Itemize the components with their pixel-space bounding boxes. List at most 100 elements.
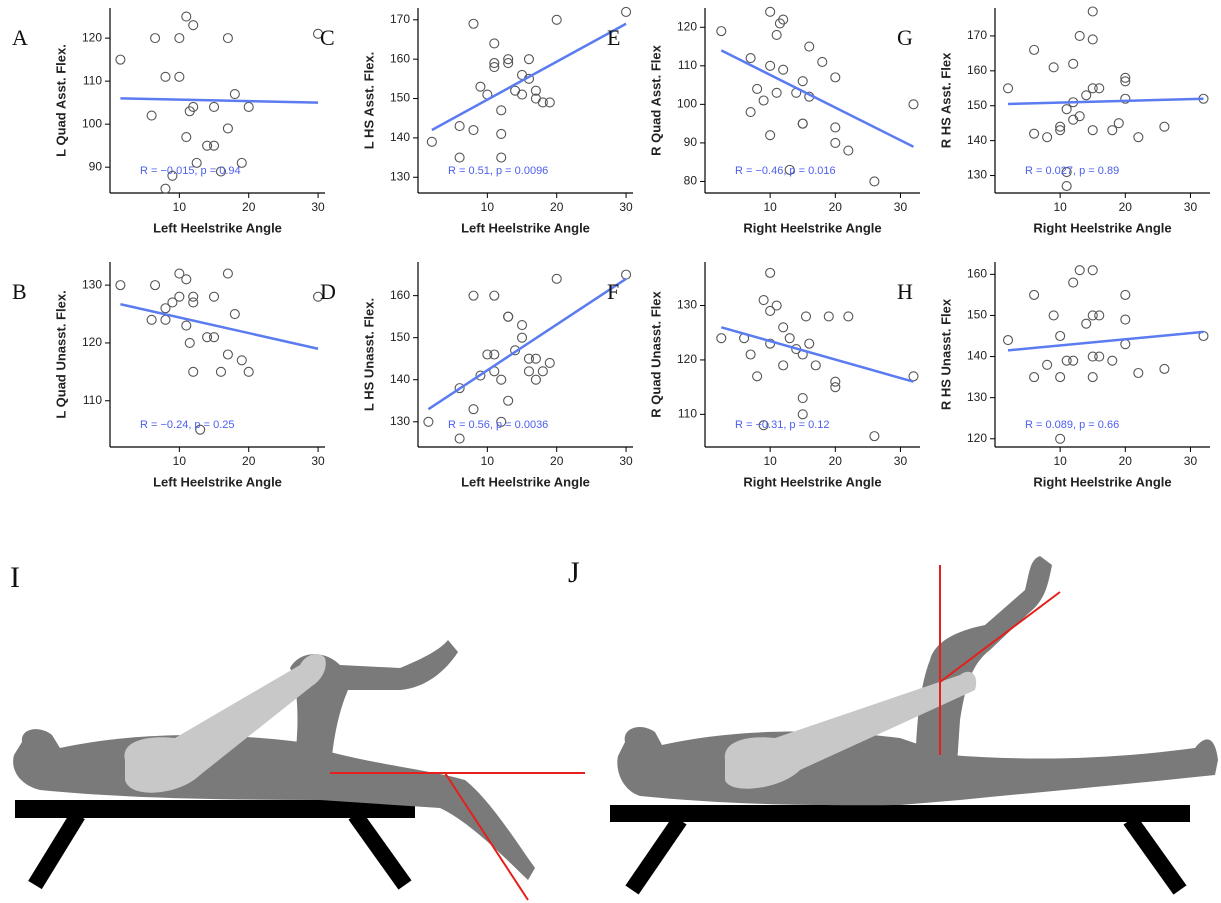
data-point (524, 367, 533, 376)
data-point (223, 269, 232, 278)
data-point (518, 321, 527, 330)
panel-label: G (897, 25, 913, 50)
data-point (831, 377, 840, 386)
data-point (1069, 59, 1078, 68)
data-point (1043, 360, 1052, 369)
data-point (1004, 84, 1013, 93)
data-point (538, 367, 547, 376)
data-point (427, 137, 436, 146)
annotation: R = −0.31, p = 0.12 (735, 419, 830, 431)
x-tick-label: 10 (173, 454, 187, 468)
y-axis-label: R Quad Unasst. Flex (648, 291, 663, 418)
y-tick-label: 170 (967, 28, 987, 42)
data-point (455, 434, 464, 443)
data-point (717, 334, 726, 343)
data-point (223, 34, 232, 43)
y-axis-label: L HS Unasst. Flex. (361, 298, 376, 411)
data-point (531, 375, 540, 384)
x-axis-label: Left Heelstrike Angle (461, 474, 590, 489)
data-point (746, 108, 755, 117)
data-point (504, 312, 513, 321)
x-axis-label: Left Heelstrike Angle (153, 220, 282, 235)
data-point (844, 312, 853, 321)
x-tick-label: 20 (829, 200, 843, 214)
panel-label: H (897, 279, 913, 304)
y-axis-label: R Quad Asst. Flex (648, 44, 663, 156)
data-point (1030, 373, 1039, 382)
data-point (1134, 133, 1143, 142)
y-tick-label: 130 (677, 298, 697, 312)
y-tick-label: 160 (390, 51, 410, 65)
data-point (1088, 373, 1097, 382)
y-axis-label: R HS Unasst. Flex (938, 298, 953, 410)
data-point (175, 72, 184, 81)
data-point (753, 84, 762, 93)
x-tick-label: 10 (763, 454, 777, 468)
data-point (189, 367, 198, 376)
data-point (545, 358, 554, 367)
data-point (1049, 311, 1058, 320)
data-point (1056, 434, 1065, 443)
data-point (1062, 182, 1071, 191)
trend-line (1008, 332, 1203, 351)
data-point (1082, 319, 1091, 328)
data-point (785, 334, 794, 343)
annotation: R = 0.027, p = 0.89 (1025, 165, 1119, 177)
data-point (798, 77, 807, 86)
data-point (147, 111, 156, 120)
y-tick-label: 170 (390, 12, 410, 26)
data-point (189, 21, 198, 30)
y-tick-label: 120 (82, 30, 102, 44)
data-point (831, 73, 840, 82)
trend-line (1008, 99, 1203, 104)
data-point (1108, 356, 1117, 365)
x-tick-label: 30 (1184, 200, 1198, 214)
data-point (151, 34, 160, 43)
x-tick-label: 30 (619, 200, 633, 214)
data-point (766, 61, 775, 70)
annotation: R = 0.51, p = 0.0096 (448, 165, 548, 177)
data-point (1134, 369, 1143, 378)
data-point (552, 274, 561, 283)
data-point (210, 102, 219, 111)
x-tick-label: 10 (481, 200, 495, 214)
data-point (1114, 119, 1123, 128)
y-tick-label: 100 (82, 116, 102, 130)
illustration-j (610, 556, 1218, 890)
x-tick-label: 20 (1119, 454, 1133, 468)
data-point (490, 350, 499, 359)
data-point (1088, 7, 1097, 16)
data-point (772, 30, 781, 39)
data-point (244, 367, 253, 376)
data-point (182, 12, 191, 21)
y-tick-label: 120 (967, 431, 987, 445)
x-axis-label: Right Heelstrike Angle (1033, 220, 1171, 235)
data-point (1030, 45, 1039, 54)
data-point (870, 432, 879, 441)
y-tick-label: 110 (83, 393, 102, 407)
data-point (545, 98, 554, 107)
y-tick-label: 140 (967, 133, 987, 147)
y-tick-label: 160 (967, 63, 987, 77)
y-tick-label: 150 (390, 91, 410, 105)
y-tick-label: 110 (83, 73, 102, 87)
data-point (185, 338, 194, 347)
data-point (151, 281, 160, 290)
data-point (1095, 84, 1104, 93)
data-point (805, 339, 814, 348)
x-tick-label: 30 (619, 454, 633, 468)
data-point (779, 65, 788, 74)
trend-line (721, 50, 913, 146)
x-tick-label: 10 (1053, 454, 1067, 468)
data-point (766, 131, 775, 140)
data-point (801, 312, 810, 321)
panel-label: A (12, 25, 28, 50)
data-point (230, 310, 239, 319)
data-point (116, 281, 125, 290)
data-point (469, 291, 478, 300)
data-point (182, 321, 191, 330)
y-tick-label: 130 (390, 414, 410, 428)
x-tick-label: 30 (1184, 454, 1198, 468)
scatter-panel: H120130140150160102030Right Heelstrike A… (897, 262, 1210, 489)
